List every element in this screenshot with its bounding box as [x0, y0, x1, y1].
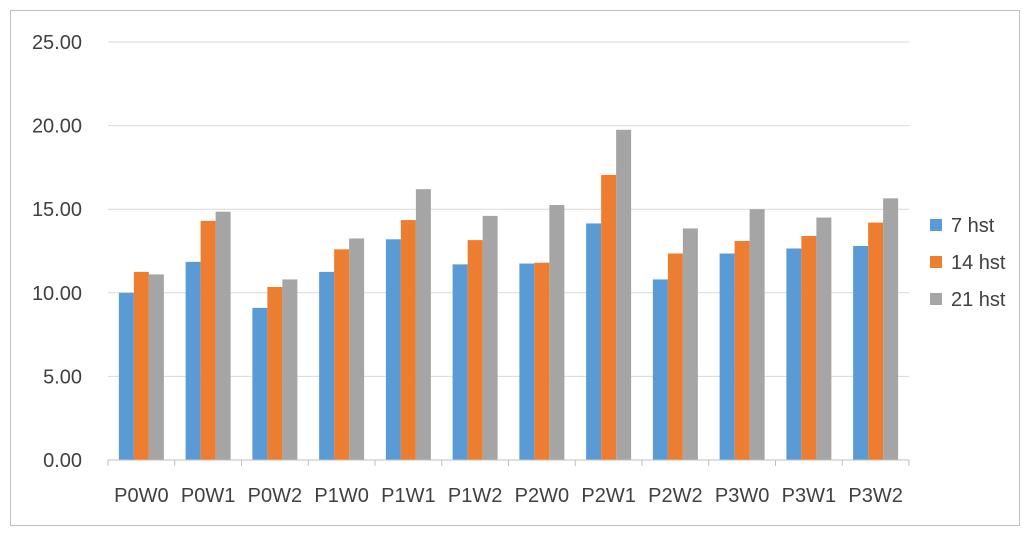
bar [282, 279, 298, 460]
bar [252, 307, 268, 460]
bar [667, 253, 683, 460]
legend-label: 21 hst [951, 289, 1006, 311]
x-axis [107, 459, 910, 466]
y-tick-label: 25.00 [32, 32, 82, 54]
bar [816, 217, 832, 460]
bar [786, 248, 802, 460]
legend-swatch [930, 293, 942, 305]
bar [719, 253, 735, 460]
bar [200, 220, 216, 460]
bar [400, 220, 416, 460]
chart-frame [10, 10, 1020, 526]
y-tick-label: 5.00 [43, 366, 82, 388]
bar [385, 239, 401, 460]
x-tick-label: P0W2 [248, 485, 302, 507]
bar [883, 198, 899, 460]
bar [601, 174, 617, 460]
bar [215, 211, 231, 460]
bar [853, 245, 869, 460]
bar [267, 286, 283, 460]
bar [334, 249, 350, 460]
x-tick-label: P0W0 [114, 485, 168, 507]
x-tick-label: P0W1 [181, 485, 235, 507]
bar [549, 205, 565, 460]
x-tick-label: P2W2 [648, 485, 702, 507]
bar [868, 222, 884, 460]
y-tick-label: 10.00 [32, 283, 82, 305]
x-tick-label: P1W1 [381, 485, 435, 507]
bar [652, 279, 668, 460]
bars [118, 129, 899, 461]
x-tick-label: P1W0 [314, 485, 368, 507]
bar [749, 209, 765, 460]
legend-swatch [930, 219, 942, 231]
legend-swatch [930, 256, 942, 268]
bar [586, 223, 602, 460]
bar [467, 240, 483, 460]
y-axis-tick-labels: 0.00 5.00 10.00 15.00 20.00 25.00 [32, 32, 82, 472]
y-tick-label: 0.00 [43, 450, 82, 472]
bar [452, 264, 468, 460]
bar [682, 228, 698, 460]
x-tick-label: P3W1 [782, 485, 836, 507]
legend-label: 14 hst [951, 252, 1006, 274]
x-tick-label: P2W1 [581, 485, 635, 507]
bar [349, 238, 365, 460]
bar [185, 261, 201, 460]
bar [734, 240, 750, 460]
bar [148, 274, 164, 460]
bar [801, 235, 817, 460]
x-tick-label: P3W2 [848, 485, 902, 507]
bar [415, 189, 431, 461]
legend-label: 7 hst [951, 215, 995, 237]
legend: 7 hst 14 hst 21 hst [930, 215, 1006, 311]
bar [519, 263, 535, 460]
x-tick-label: P1W2 [448, 485, 502, 507]
y-tick-label: 20.00 [32, 116, 82, 138]
bar [482, 215, 498, 460]
bar [319, 271, 335, 460]
x-axis-tick-labels: P0W0 P0W1 P0W2 P1W0 P1W1 P1W2 P2W0 P2W1 P2W2 P3W0… [114, 485, 903, 507]
bar [133, 271, 149, 460]
bar [118, 292, 134, 460]
bar [616, 129, 632, 460]
y-tick-label: 15.00 [32, 199, 82, 221]
x-tick-label: P2W0 [515, 485, 569, 507]
gridlines [108, 41, 909, 377]
x-tick-label: P3W0 [715, 485, 769, 507]
bar [534, 262, 550, 460]
